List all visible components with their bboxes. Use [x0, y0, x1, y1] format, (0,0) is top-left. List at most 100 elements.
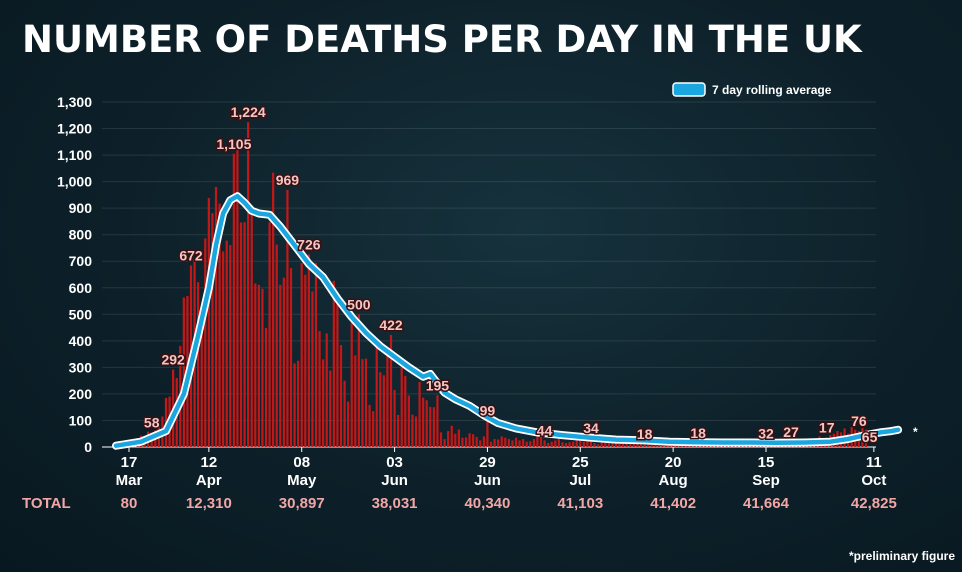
y-tick-label: 1,200 [57, 121, 92, 137]
bar [457, 429, 460, 447]
peak-label: 27 [783, 424, 799, 440]
bar [443, 439, 446, 447]
total-value: 41,664 [743, 495, 790, 512]
bar [572, 441, 575, 447]
bar [586, 437, 589, 447]
bar [407, 395, 410, 447]
bar [461, 437, 464, 447]
peak-label: 65 [862, 429, 878, 445]
chart-title: NUMBER OF DEATHS PER DAY IN THE UK [22, 18, 862, 61]
bar [539, 435, 543, 447]
peak-labels: 58 292 672 1,105 1,224 969 726 500 422 195 99 44 34 1… [142, 103, 879, 447]
bar [532, 439, 535, 447]
peak-label: 99 [480, 403, 496, 419]
peak-label: 1,224 [231, 104, 266, 120]
bar [207, 198, 210, 447]
bar [429, 406, 432, 447]
bar [268, 222, 271, 447]
peak-label: 672 [179, 247, 203, 263]
bar [597, 444, 600, 447]
bar [286, 189, 289, 448]
bar [500, 436, 503, 447]
bar [400, 367, 403, 447]
bar [479, 440, 482, 447]
bar [411, 414, 414, 447]
bar [386, 351, 389, 447]
peak-label: 969 [276, 172, 300, 188]
peak-label: 34 [583, 420, 599, 436]
bar [236, 148, 239, 447]
x-tick-month: May [287, 472, 317, 489]
legend: 7 day rolling average [672, 82, 832, 97]
bar [639, 444, 643, 447]
bar [250, 211, 253, 447]
bar [347, 401, 350, 447]
bar [525, 441, 528, 447]
bar [343, 380, 346, 447]
bar [222, 251, 225, 447]
bar [650, 443, 653, 447]
bar [297, 360, 300, 447]
footnote: *preliminary figure [849, 549, 955, 563]
bar [493, 439, 496, 447]
bar [614, 443, 618, 447]
bar [318, 331, 321, 447]
peak-label: 58 [144, 415, 160, 431]
total-value: 40,340 [464, 495, 510, 512]
bar [261, 288, 264, 447]
bar [418, 381, 421, 447]
bar [422, 397, 425, 447]
bar [589, 437, 593, 447]
totals-row: 80 12,310 30,897 38,031 40,340 41,103 41,402 41… [22, 495, 897, 512]
x-tick-day: 20 [665, 454, 682, 471]
peak-label: 32 [758, 425, 774, 441]
bar [604, 440, 607, 447]
peak-label: 1,105 [216, 136, 251, 152]
bar [375, 346, 378, 447]
bar [464, 437, 468, 447]
bar [579, 440, 582, 447]
y-tick-label: 800 [69, 227, 93, 243]
x-tick-day: 08 [293, 454, 310, 471]
bar [575, 439, 578, 447]
bar [557, 439, 560, 447]
bar [204, 238, 207, 447]
bar [182, 297, 185, 447]
x-tick-day: 17 [121, 454, 138, 471]
x-tick-day: 03 [386, 454, 403, 471]
total-value: 30,897 [279, 495, 325, 512]
rolling-average [112, 192, 903, 450]
bar [625, 441, 628, 447]
bar [264, 327, 268, 447]
bar [564, 443, 568, 447]
bar [514, 437, 518, 447]
total-value: 38,031 [372, 495, 418, 512]
total-value: 12,310 [186, 495, 232, 512]
bar [486, 420, 489, 447]
bar [397, 414, 400, 447]
total-value: 80 [121, 495, 138, 512]
y-tick-label: 0 [84, 439, 92, 455]
bar [322, 359, 325, 447]
bar [275, 244, 278, 447]
bar [218, 203, 221, 447]
bar [257, 284, 260, 447]
bar [361, 359, 364, 447]
bar [607, 441, 610, 447]
bar [582, 441, 585, 447]
bar [225, 240, 228, 447]
peak-label: 76 [851, 413, 867, 429]
peak-label: 500 [347, 296, 371, 312]
legend-swatch [672, 82, 706, 97]
bar [239, 222, 243, 447]
bar [554, 440, 557, 447]
legend-label: 7 day rolling average [712, 83, 832, 97]
bar [325, 333, 328, 447]
bars [114, 122, 868, 448]
y-tick-label: 1,000 [57, 174, 92, 190]
bar [414, 416, 418, 447]
y-tick-label: 200 [69, 386, 93, 402]
bar [293, 363, 296, 447]
total-value: 41,402 [650, 495, 696, 512]
x-tick-month: Jun [381, 472, 408, 489]
